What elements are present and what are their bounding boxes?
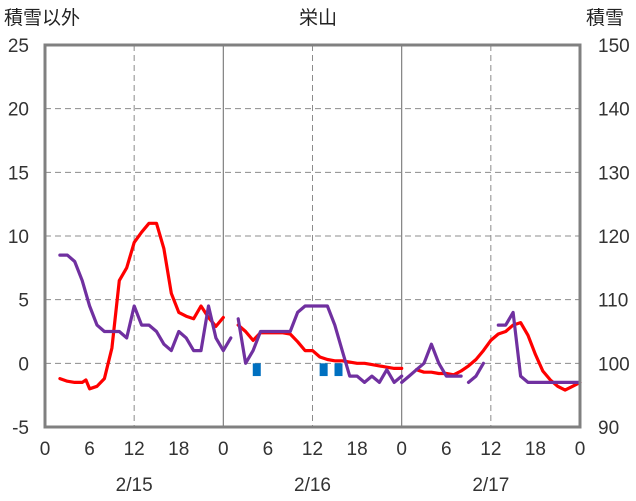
chart-title: 栄山 xyxy=(299,7,337,29)
left-tick-label: 20 xyxy=(8,100,29,121)
precip-bar xyxy=(319,363,328,377)
x-tick-label: 6 xyxy=(441,439,452,460)
x-tick-label: 0 xyxy=(396,439,407,460)
snow-depth-line xyxy=(496,310,582,384)
x-tick-label: 12 xyxy=(480,439,501,460)
left-tick-label: 15 xyxy=(8,163,29,184)
chart-frame xyxy=(43,43,582,429)
right-tick-label: 110 xyxy=(598,291,628,312)
left-tick-label: 10 xyxy=(8,227,29,248)
date-label: 2/17 xyxy=(472,475,509,496)
right-tick-label: 130 xyxy=(598,163,630,184)
right-axis-title: 積雪 xyxy=(586,7,624,29)
x-tick-label: 6 xyxy=(84,439,95,460)
right-tick-label: 120 xyxy=(598,227,630,248)
x-tick-label: 0 xyxy=(575,439,586,460)
precip-bar xyxy=(334,363,343,377)
left-tick-label: 25 xyxy=(8,36,29,57)
plot-border xyxy=(43,43,582,429)
x-tick-label: 0 xyxy=(218,439,229,460)
x-tick-label: 12 xyxy=(124,439,145,460)
x-tick-label: 6 xyxy=(263,439,274,460)
date-label: 2/15 xyxy=(116,475,153,496)
left-tick-label: -5 xyxy=(12,418,29,439)
snow-depth-line xyxy=(236,304,404,384)
snow-depth-line xyxy=(466,361,485,384)
right-tick-label: 100 xyxy=(598,354,630,375)
temperature-line xyxy=(58,221,225,391)
date-label: 2/16 xyxy=(294,475,331,496)
chart-labels: 積雪以外 栄山 積雪 -5051015202590100110120130140… xyxy=(4,7,630,496)
snow-depth-line xyxy=(58,253,233,353)
left-tick-label: 5 xyxy=(18,291,29,312)
x-tick-label: 18 xyxy=(347,439,368,460)
snow-depth-line xyxy=(400,342,463,384)
chart-grid xyxy=(45,45,580,427)
x-tick-label: 18 xyxy=(525,439,546,460)
left-axis-title: 積雪以外 xyxy=(4,7,80,29)
x-tick-label: 18 xyxy=(168,439,189,460)
chart-series xyxy=(58,221,582,392)
right-tick-label: 140 xyxy=(598,100,630,121)
x-tick-label: 0 xyxy=(40,439,51,460)
x-tick-label: 12 xyxy=(302,439,323,460)
precip-bar xyxy=(252,363,261,377)
right-tick-label: 150 xyxy=(598,36,630,57)
right-tick-label: 90 xyxy=(598,418,619,439)
left-tick-label: 0 xyxy=(18,354,29,375)
